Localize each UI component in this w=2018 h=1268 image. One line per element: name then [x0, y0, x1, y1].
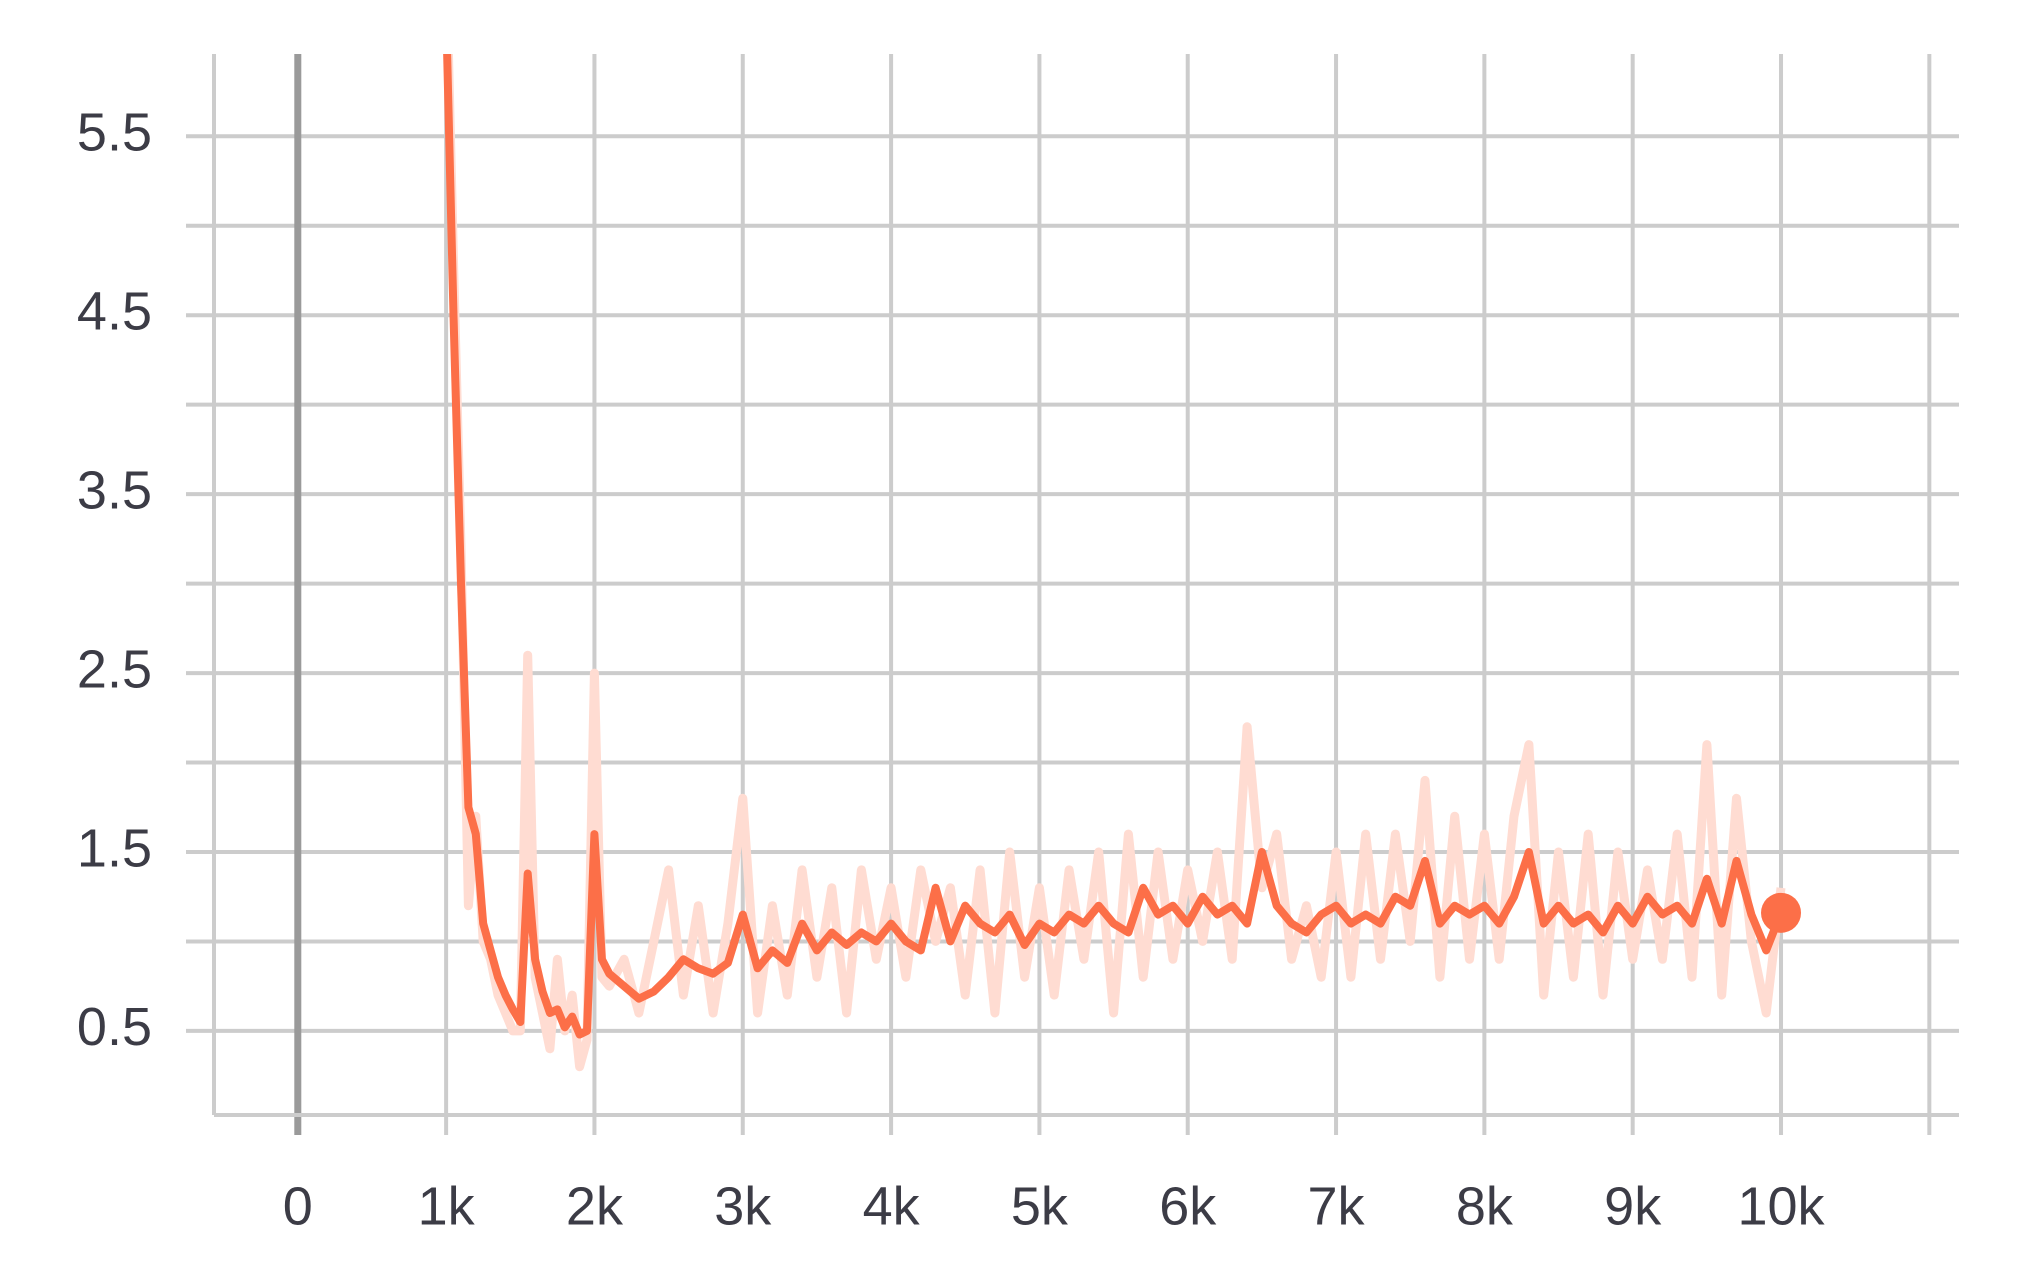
y-tick-label: 0.5	[77, 997, 152, 1057]
x-tick-label: 3k	[714, 1176, 772, 1236]
plot-area	[443, 54, 1786, 1072]
x-tick-label: 8k	[1456, 1176, 1514, 1236]
x-tick-label: 6k	[1159, 1176, 1217, 1236]
y-tick-label: 5.5	[77, 103, 152, 163]
x-tick-label: 0	[283, 1176, 313, 1236]
x-tick-label: 4k	[863, 1176, 921, 1236]
x-tick-label: 2k	[566, 1176, 624, 1236]
raw-line	[443, 54, 1786, 1072]
x-tick-label: 9k	[1604, 1176, 1662, 1236]
y-tick-label: 4.5	[77, 281, 152, 341]
y-tick-label: 1.5	[77, 818, 152, 878]
x-tick-label: 5k	[1011, 1176, 1069, 1236]
end-point	[1761, 892, 1802, 933]
x-tick-label: 1k	[418, 1176, 476, 1236]
y-tick-label: 3.5	[77, 460, 152, 520]
x-tick-label: 7k	[1308, 1176, 1366, 1236]
y-tick-label: 2.5	[77, 639, 152, 699]
x-tick-label: 10k	[1737, 1176, 1825, 1236]
smoothed-line	[443, 54, 1785, 1039]
